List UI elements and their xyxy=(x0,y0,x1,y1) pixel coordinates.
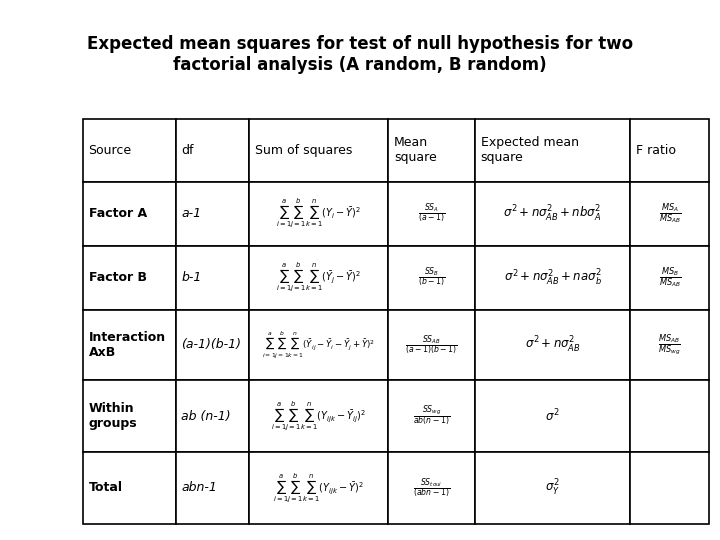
Bar xyxy=(176,380,249,452)
Bar xyxy=(176,119,249,181)
Bar xyxy=(389,380,475,452)
Bar xyxy=(630,380,709,452)
Bar xyxy=(630,452,709,524)
Bar xyxy=(176,309,249,380)
Text: $\frac{SS_A}{(a-1)}$: $\frac{SS_A}{(a-1)}$ xyxy=(418,202,446,225)
Text: $\sum_{i=1}^{a}\sum_{j=1}^{b}\sum_{k=1}^{n}(Y_i - \bar{Y})^{2}$: $\sum_{i=1}^{a}\sum_{j=1}^{b}\sum_{k=1}^… xyxy=(276,197,361,230)
Bar xyxy=(475,452,630,524)
Text: $\sigma^2 + n\sigma^2_{AB} + nb\sigma^2_A$: $\sigma^2 + n\sigma^2_{AB} + nb\sigma^2_… xyxy=(503,204,602,224)
Bar xyxy=(389,452,475,524)
Text: $\sum_{i=1}^{a}\sum_{j=1}^{b}\sum_{k=1}^{n}(Y_{ijk} - \bar{Y})^{2}$: $\sum_{i=1}^{a}\sum_{j=1}^{b}\sum_{k=1}^… xyxy=(274,471,364,505)
Text: Total: Total xyxy=(89,482,122,495)
Bar xyxy=(176,181,249,246)
Text: Factor B: Factor B xyxy=(89,271,147,284)
Bar xyxy=(176,452,249,524)
Text: $\sum_{i=1}^{a}\sum_{j=1}^{b}\sum_{k=1}^{n}(\bar{Y}_j - \bar{Y})^{2}$: $\sum_{i=1}^{a}\sum_{j=1}^{b}\sum_{k=1}^… xyxy=(276,261,361,294)
Text: $\frac{SS_{toui}}{(abn-1)}$: $\frac{SS_{toui}}{(abn-1)}$ xyxy=(413,476,450,500)
Bar xyxy=(83,452,176,524)
Text: Sum of squares: Sum of squares xyxy=(255,144,353,157)
Bar xyxy=(389,119,475,181)
Text: Expected mean
square: Expected mean square xyxy=(481,136,579,164)
Bar xyxy=(249,309,389,380)
Text: ab (n-1): ab (n-1) xyxy=(181,410,231,423)
Text: $\frac{SS_{AB}}{(a-1)(b-1)}$: $\frac{SS_{AB}}{(a-1)(b-1)}$ xyxy=(405,333,458,356)
Text: $\sigma^2_Y$: $\sigma^2_Y$ xyxy=(545,478,560,498)
Bar xyxy=(630,246,709,309)
Bar xyxy=(176,246,249,309)
Text: $\sigma^2$: $\sigma^2$ xyxy=(545,408,560,424)
Text: a-1: a-1 xyxy=(181,207,202,220)
Bar xyxy=(83,181,176,246)
Text: $\frac{MS_A}{MS_{AB}}$: $\frac{MS_A}{MS_{AB}}$ xyxy=(659,201,681,226)
Bar xyxy=(475,380,630,452)
Text: $\frac{SS_{wg}}{ab(n-1)}$: $\frac{SS_{wg}}{ab(n-1)}$ xyxy=(413,404,450,428)
Bar xyxy=(83,246,176,309)
Text: (a-1)(b-1): (a-1)(b-1) xyxy=(181,339,241,352)
Bar xyxy=(389,309,475,380)
Text: abn-1: abn-1 xyxy=(181,482,217,495)
Text: Mean
square: Mean square xyxy=(395,136,437,164)
Bar xyxy=(249,181,389,246)
Bar xyxy=(475,119,630,181)
Text: $\sigma^2 + n\sigma^2_{AB} + na\sigma^2_b$: $\sigma^2 + n\sigma^2_{AB} + na\sigma^2_… xyxy=(503,267,602,288)
Bar xyxy=(249,452,389,524)
Bar xyxy=(475,246,630,309)
Bar xyxy=(83,309,176,380)
Bar xyxy=(475,181,630,246)
Text: Expected mean squares for test of null hypothesis for two
factorial analysis (A : Expected mean squares for test of null h… xyxy=(87,35,633,74)
Text: $\frac{MS_B}{MS_{AB}}$: $\frac{MS_B}{MS_{AB}}$ xyxy=(659,265,681,290)
Bar xyxy=(630,119,709,181)
Text: $\sum_{i=1}^{a}\sum_{j=1}^{b}\sum_{k=1}^{n}(\bar{Y}_{ij} - \bar{Y}_i - \bar{Y}_j: $\sum_{i=1}^{a}\sum_{j=1}^{b}\sum_{k=1}^… xyxy=(262,330,376,360)
Bar xyxy=(630,309,709,380)
Text: b-1: b-1 xyxy=(181,271,202,284)
Text: df: df xyxy=(181,144,194,157)
Bar xyxy=(630,181,709,246)
Bar xyxy=(249,246,389,309)
Text: $\frac{MS_{AB}}{MS_{wg}}$: $\frac{MS_{AB}}{MS_{wg}}$ xyxy=(658,333,681,357)
Bar xyxy=(475,309,630,380)
Text: $\frac{SS_B}{(b-1)}$: $\frac{SS_B}{(b-1)}$ xyxy=(418,266,446,289)
Text: Within
groups: Within groups xyxy=(89,402,138,430)
Bar xyxy=(83,119,176,181)
Bar xyxy=(389,246,475,309)
Text: Source: Source xyxy=(89,144,132,157)
Text: Interaction
AxB: Interaction AxB xyxy=(89,331,166,359)
Text: Factor A: Factor A xyxy=(89,207,147,220)
Text: $\sigma^2 + n\sigma^2_{AB}$: $\sigma^2 + n\sigma^2_{AB}$ xyxy=(525,335,580,355)
Bar xyxy=(249,119,389,181)
Bar xyxy=(249,380,389,452)
Bar xyxy=(83,380,176,452)
Bar xyxy=(389,181,475,246)
Text: $\sum_{i=1}^{a}\sum_{j=1}^{b}\sum_{k=1}^{n}(Y_{ijk} - \bar{Y}_{ij})^{2}$: $\sum_{i=1}^{a}\sum_{j=1}^{b}\sum_{k=1}^… xyxy=(271,400,366,433)
Text: F ratio: F ratio xyxy=(636,144,676,157)
